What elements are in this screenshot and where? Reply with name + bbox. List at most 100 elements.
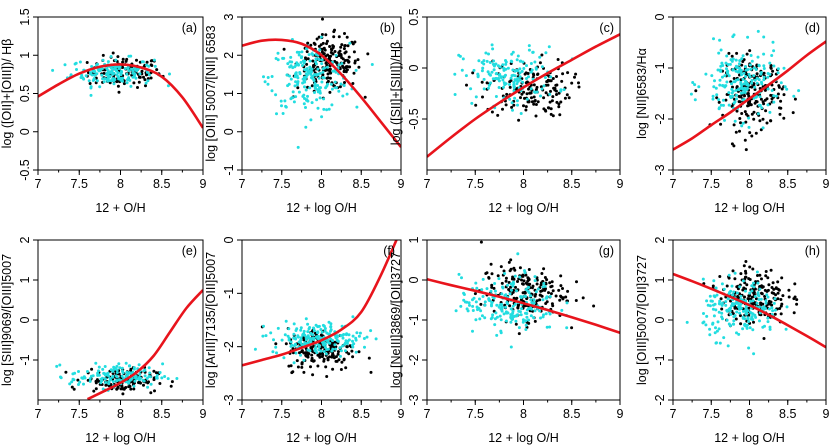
cyan-point (766, 87, 770, 91)
black-point (471, 71, 475, 75)
black-point (778, 106, 781, 110)
cyan-point (289, 55, 293, 59)
black-point (321, 17, 324, 21)
black-point (741, 288, 745, 292)
cyan-point (721, 301, 724, 305)
black-point (473, 292, 477, 296)
cyan-point (529, 70, 533, 74)
black-point (718, 275, 722, 278)
black-point (711, 284, 715, 288)
cyan-point (490, 43, 494, 47)
black-point (325, 39, 329, 43)
cyan-point (497, 305, 501, 309)
points-layer (55, 289, 203, 400)
black-point (792, 297, 796, 301)
cyan-point (751, 299, 755, 303)
cyan-point (71, 372, 75, 376)
cyan-point (759, 71, 763, 74)
black-point (326, 76, 330, 80)
cyan-point (766, 295, 770, 299)
cyan-point (104, 372, 108, 376)
cyan-point (740, 124, 744, 128)
cyan-point (489, 289, 493, 293)
cyan-point (274, 93, 278, 97)
cyan-point (524, 328, 528, 331)
cyan-point (347, 333, 351, 337)
black-point (538, 293, 542, 297)
black-point (320, 33, 324, 36)
cyan-point (324, 86, 328, 90)
black-point (548, 100, 552, 104)
cyan-point (501, 78, 505, 82)
y-tick-label: -1 (407, 314, 421, 325)
cyan-point (744, 304, 748, 308)
black-point (351, 82, 355, 85)
cyan-point (479, 309, 483, 313)
cyan-point (490, 303, 493, 307)
cyan-point (280, 104, 283, 108)
cyan-point (303, 75, 306, 79)
black-point (90, 367, 94, 371)
black-point (322, 357, 326, 361)
black-point (325, 42, 328, 46)
cyan-point (370, 63, 374, 66)
black-point (546, 78, 550, 82)
cyan-point (772, 100, 776, 104)
black-point (730, 54, 734, 58)
cyan-point (770, 306, 774, 310)
cyan-point (106, 79, 110, 83)
cyan-point (121, 371, 125, 375)
cyan-point (294, 71, 298, 75)
x-tick-label: 8.5 (353, 407, 370, 421)
cyan-point (512, 80, 516, 84)
cyan-point (129, 84, 133, 88)
cyan-point (296, 80, 300, 84)
black-point (287, 364, 291, 368)
cyan-point (487, 52, 490, 56)
cyan-point (127, 381, 130, 385)
black-point (321, 73, 325, 77)
cyan-point (138, 372, 142, 376)
x-tick-label: 8 (117, 407, 124, 421)
cyan-point (757, 305, 761, 309)
cyan-point (755, 270, 759, 274)
cyan-point (547, 45, 551, 49)
cyan-point (743, 89, 747, 93)
black-point (527, 268, 531, 271)
black-point (485, 81, 489, 85)
panel-c: 7 7.5 8 8.5 9 -0.5 0 0.5 12 + log O/H log ([SII]+… (389, 8, 624, 215)
cyan-point (706, 303, 710, 307)
cyan-point (772, 64, 776, 68)
cyan-point (77, 370, 80, 373)
cyan-point (545, 325, 549, 329)
black-point (531, 72, 535, 76)
black-point (762, 71, 766, 75)
cyan-point (509, 282, 513, 286)
cyan-point (74, 61, 78, 65)
cyan-point (78, 60, 82, 64)
cyan-point (722, 336, 726, 340)
cyan-point (782, 66, 786, 70)
cyan-point (511, 108, 514, 112)
cyan-point (95, 79, 99, 83)
cyan-point (318, 96, 322, 100)
black-point (72, 387, 76, 391)
black-point (522, 90, 526, 94)
black-point (337, 51, 341, 55)
x-tick-label: 9 (617, 407, 624, 421)
black-point (779, 312, 783, 316)
cyan-point (510, 101, 514, 105)
black-point (331, 351, 335, 355)
cyan-point (280, 338, 284, 342)
black-point (532, 102, 536, 106)
cyan-point (343, 341, 347, 345)
black-point (310, 353, 314, 357)
cyan-point (495, 303, 499, 307)
black-point (333, 28, 336, 32)
black-point (750, 134, 754, 138)
cyan-point (282, 356, 286, 360)
black-point (343, 81, 346, 84)
cyan-point (289, 97, 293, 101)
cyan-point (325, 108, 329, 112)
